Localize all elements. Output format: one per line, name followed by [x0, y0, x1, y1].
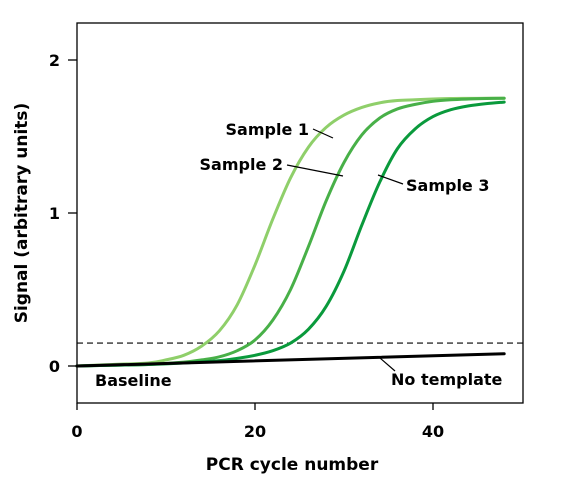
sample1-label: Sample 1: [226, 120, 309, 139]
ticks-group: 0 20 40 0 1 2: [49, 51, 444, 441]
series-line-no-template: [75, 352, 506, 368]
y-tick-label: 1: [49, 204, 60, 223]
sample2-label: Sample 2: [200, 155, 283, 174]
x-tick-label: 20: [244, 422, 266, 441]
sample1-leader: [312, 128, 334, 139]
x-axis-title: PCR cycle number: [206, 455, 379, 475]
no-template-leader: [379, 357, 396, 372]
series-group: [75, 96, 506, 368]
series-line-sample-1: [75, 96, 506, 368]
sample2-leader: [286, 164, 344, 177]
baseline-label: Baseline: [95, 371, 172, 390]
y-axis-title: Signal (arbitrary units): [12, 103, 32, 324]
plot-frame: [76, 22, 524, 404]
sample3-label: Sample 3: [406, 176, 489, 195]
series-line-sample-3: [75, 100, 506, 368]
sample3-leader: [377, 174, 404, 185]
y-tick-label: 0: [49, 357, 60, 376]
x-tick-label: 40: [422, 422, 444, 441]
y-tick-label: 2: [49, 51, 60, 70]
no-template-label: No template: [391, 370, 503, 389]
x-tick-label: 0: [71, 422, 82, 441]
